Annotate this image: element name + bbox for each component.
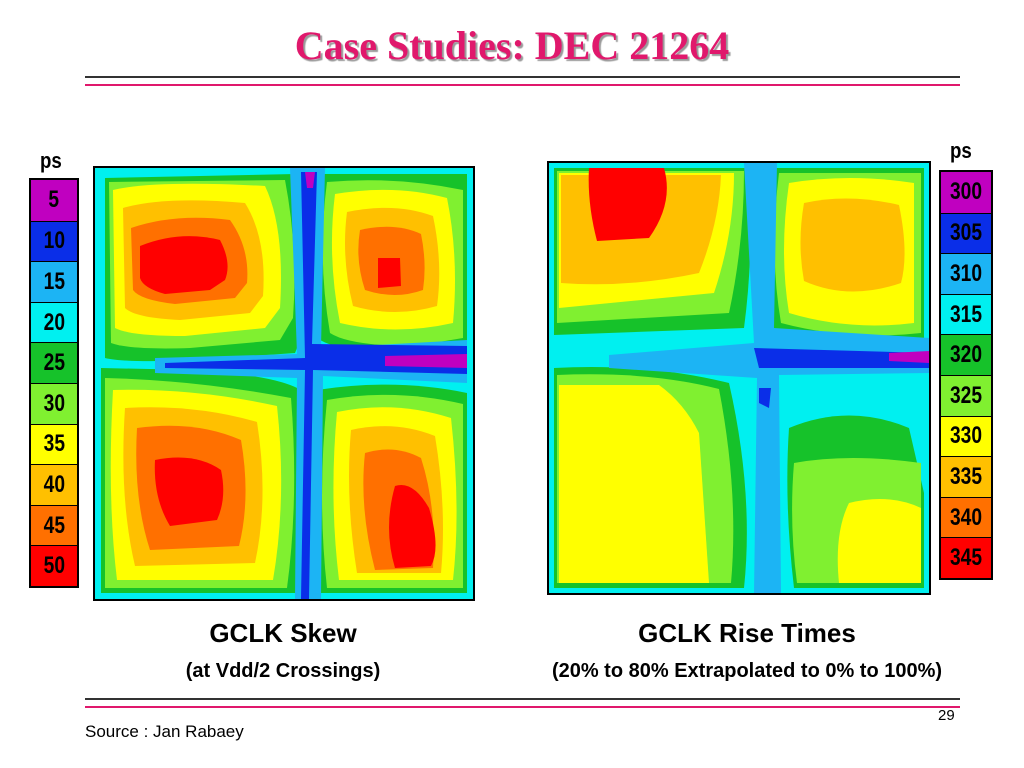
rise-time-legend-swatch: 330 [941,415,991,457]
rise-time-legend-label: 310 [949,259,983,287]
skew-legend-label: 50 [43,552,65,580]
rise-time-legend: 300 305 310 315 320 325 330 335 340 345 [939,170,993,580]
rise-time-legend-label: 320 [949,341,983,369]
right-legend-unit: ps [950,138,972,163]
skew-legend-label: 10 [43,227,65,255]
skew-legend-swatch: 40 [31,464,77,505]
rise-time-legend-swatch: 315 [941,293,991,335]
skew-legend-swatch: 10 [31,220,77,262]
rise-time-legend-label: 325 [949,381,983,409]
skew-legend-label: 25 [43,349,65,377]
rise-time-legend-swatch: 300 [941,172,991,213]
skew-legend-label: 40 [43,470,65,498]
skew-legend-label: 45 [43,511,65,539]
skew-legend-swatch: 25 [31,342,77,383]
rise-time-legend-label: 345 [949,544,983,572]
footer-rule-pink [85,706,960,708]
slide-title: Case Studies: DEC 21264 [294,23,730,68]
rise-time-legend-swatch: 345 [941,537,991,578]
left-caption: GCLK Skew [209,618,357,648]
skew-legend-swatch: 50 [31,545,77,586]
skew-legend-swatch: 20 [31,301,77,343]
skew-legend-label: 5 [48,186,60,214]
rise-time-legend-label: 340 [949,503,983,531]
source-credit: Source : Jan Rabaey [85,722,244,741]
left-subcaption: (at Vdd/2 Crossings) [185,660,381,682]
rise-time-legend-swatch: 305 [941,212,991,254]
rise-time-legend-swatch: 340 [941,496,991,538]
gclk-skew-contour-map [93,166,475,601]
title-rule-dark [85,76,960,78]
rise-time-legend-label: 300 [949,178,983,206]
skew-legend-label: 15 [43,267,65,295]
skew-legend-swatch: 5 [31,180,77,221]
title-rule-pink [85,84,960,86]
footer-rule-dark [85,698,960,700]
right-caption: GCLK Rise Times [638,618,856,648]
skew-legend-label: 20 [43,308,65,336]
skew-legend-label: 35 [43,430,65,458]
skew-legend-swatch: 45 [31,504,77,546]
rise-times-contour-plot [549,163,929,593]
page-number: 29 [938,707,955,724]
rise-time-legend-swatch: 335 [941,456,991,497]
rise-time-legend-swatch: 320 [941,334,991,375]
skew-legend-label: 30 [43,389,65,417]
rise-time-legend-swatch: 310 [941,253,991,294]
skew-legend: 5 10 15 20 25 30 35 40 45 50 [29,178,79,588]
rise-time-legend-label: 305 [949,219,983,247]
rise-time-legend-label: 315 [949,300,983,328]
gclk-rise-times-contour-map [547,161,931,595]
skew-legend-swatch: 15 [31,261,77,302]
left-legend-unit: ps [40,148,62,173]
skew-legend-swatch: 30 [31,382,77,424]
rise-time-legend-swatch: 325 [941,374,991,416]
rise-time-legend-label: 335 [949,462,983,490]
right-subcaption: (20% to 80% Extrapolated to 0% to 100%) [551,660,943,682]
skew-legend-swatch: 35 [31,423,77,465]
skew-contour-plot [95,168,473,599]
rise-time-legend-label: 330 [949,422,983,450]
